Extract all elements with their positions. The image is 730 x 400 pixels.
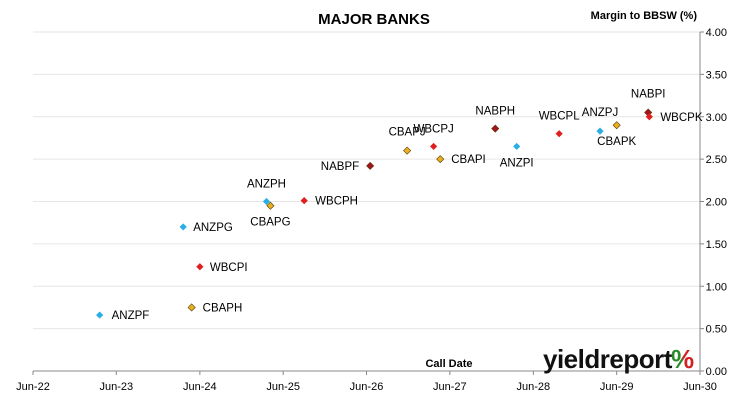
point-label-wbcph: WBCPH [315,196,358,208]
data-point-wbcpk [645,113,653,121]
point-label-cbapg: CBAPG [250,217,290,229]
data-point-anzpg [179,223,187,231]
point-label-cbaph: CBAPH [203,302,243,314]
y-tick-label: 2.50 [706,154,727,166]
data-point-wbcpi [196,263,204,271]
x-tick-label: Jun-26 [350,381,384,393]
y-tick-label: 3.00 [706,112,727,124]
axes [32,31,704,375]
point-label-wbcpl: WBCPL [539,111,581,123]
logo-text: yieldreport [543,344,673,374]
data-point-wbcpj [430,142,438,151]
point-label-anzpf: ANZPF [112,310,150,322]
x-tick-label: Jun-28 [517,381,551,393]
y-tick-label: 1.50 [706,239,727,251]
data-point-cbapg [266,201,275,210]
y-tick-label: 0.00 [706,366,727,378]
x-tick-label: Jun-22 [16,381,50,393]
data-point-wbcph [300,197,308,205]
y-axis-label: Margin to BBSW (%) [591,10,698,22]
x-tick-label: Jun-25 [266,381,300,393]
y-tick-label: 3.50 [706,69,727,81]
yieldreport-logo: yieldreport % [543,344,694,374]
y-tick-labels: 0.00 0.50 1.00 1.50 2.00 2.50 3.00 3.50 4.00 [706,27,727,378]
data-point-cbapk [612,121,621,130]
point-label-cbapj: CBAPJ [389,127,426,139]
point-label-anzph: ANZPH [247,179,286,191]
point-label-cbapk: CBAPK [597,136,636,148]
point-label-anzpi: ANZPI [500,157,534,169]
data-point-wbcpl [555,130,563,138]
x-tick-labels: Jun-22 Jun-23 Jun-24 Jun-25 Jun-26 Jun-27 Jun-… [16,381,717,393]
x-tick-label: Jun-27 [433,381,467,393]
point-label-anzpj: ANZPJ [582,107,618,119]
data-point-anzpf [96,311,104,319]
data-point-anzph [262,197,271,206]
point-label-wbcpj: WBCPJ [413,123,453,135]
point-label-anzpg: ANZPG [193,222,233,234]
y-tick-label: 4.00 [706,27,727,39]
logo-percent-icon: % [671,344,694,374]
data-point-anzpj [596,127,604,135]
data-point-anzpi [513,142,521,151]
data-point-nabph [491,124,500,133]
y-tick-label: 2.00 [706,197,727,209]
point-label-nabpf: NABPF [321,161,359,173]
x-tick-label: Jun-30 [683,381,717,393]
y-tick-label: 0.50 [706,324,727,336]
point-label-wbcpi: WBCPI [210,262,248,274]
y-tick-label: 1.00 [706,281,727,293]
x-tick-label: Jun-24 [183,381,217,393]
point-label-nabph: NABPH [475,106,515,118]
x-tick-label: Jun-29 [600,381,634,393]
point-label-cbapi: CBAPI [451,154,486,166]
grid-lines [33,31,700,330]
data-point-nabpf [366,161,375,170]
data-point-cbaph [187,303,196,312]
x-tick-label: Jun-23 [99,381,133,393]
chart-title: MAJOR BANKS [318,11,430,28]
point-labels: ANZPF ANZPG ANZPH ANZPI ANZPJ CBAPH CBAPG CBAPJ… [112,89,703,323]
point-label-wbcpk: WBCPK [660,112,703,124]
point-label-nabpi: NABPI [631,89,666,101]
x-axis-label: Call Date [425,358,472,370]
data-points [96,108,653,319]
data-point-cbapi [436,155,445,164]
data-point-cbapj [403,146,412,155]
